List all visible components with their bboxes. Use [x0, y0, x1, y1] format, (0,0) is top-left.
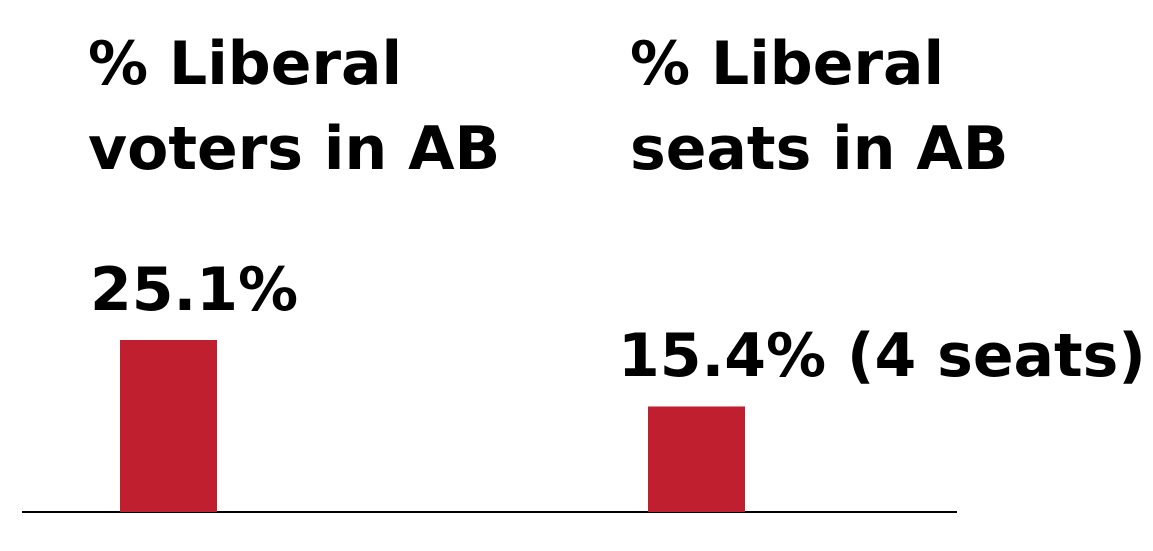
bar [120, 340, 217, 512]
bar [648, 406, 745, 512]
value-label: 25.1% [90, 255, 299, 325]
category-label: % Liberal seats in AB [630, 29, 1009, 184]
value-label: 15.4% (4 seats) [618, 321, 1146, 392]
category-label: % Liberal voters in AB [88, 29, 501, 184]
